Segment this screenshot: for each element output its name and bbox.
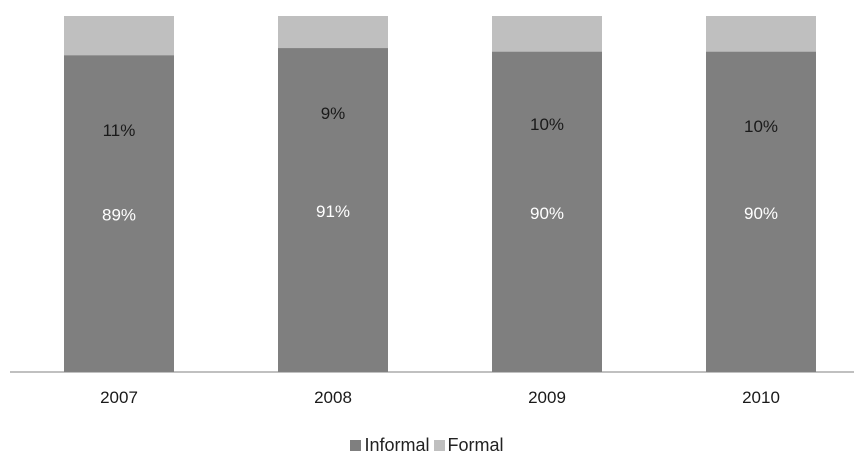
data-label-formal-2008: 9% — [321, 104, 346, 123]
bars-layer — [64, 16, 816, 372]
x-tick-label-2008: 2008 — [314, 388, 352, 407]
data-label-formal-2009: 10% — [530, 115, 564, 134]
data-label-informal-2008: 91% — [316, 202, 350, 221]
x-tick-label-2010: 2010 — [742, 388, 780, 407]
data-label-informal-2009: 90% — [530, 204, 564, 223]
x-tick-label-2009: 2009 — [528, 388, 566, 407]
bar-formal-2008 — [278, 16, 388, 49]
legend-swatch-informal — [350, 439, 362, 451]
bar-informal-2008 — [278, 48, 388, 372]
bar-informal-2009 — [492, 51, 602, 372]
data-label-informal-2010: 90% — [744, 204, 778, 223]
legend-swatch-formal — [433, 439, 445, 451]
labels-layer: 89% 11% 2007 91% 9% 2008 90% 10% 2009 90% 10% 2010 — [100, 104, 780, 407]
legend: Informal Formal — [0, 436, 854, 454]
legend-item-informal: Informal — [350, 435, 430, 455]
data-label-formal-2007: 11% — [103, 121, 136, 140]
x-tick-label-2007: 2007 — [100, 388, 138, 407]
stacked-bar-chart: 89% 11% 2007 91% 9% 2008 90% 10% 2009 90% 10% 2010 — [10, 16, 854, 407]
data-label-formal-2010: 10% — [744, 117, 778, 136]
bar-formal-2010 — [706, 16, 816, 52]
bar-formal-2007 — [64, 16, 174, 56]
bar-informal-2010 — [706, 51, 816, 372]
data-label-informal-2007: 89% — [102, 206, 136, 225]
legend-item-formal: Formal — [433, 435, 504, 455]
bar-formal-2009 — [492, 16, 602, 52]
bar-informal-2007 — [64, 55, 174, 372]
legend-label-formal: Formal — [447, 435, 504, 455]
legend-label-informal: Informal — [364, 435, 430, 455]
